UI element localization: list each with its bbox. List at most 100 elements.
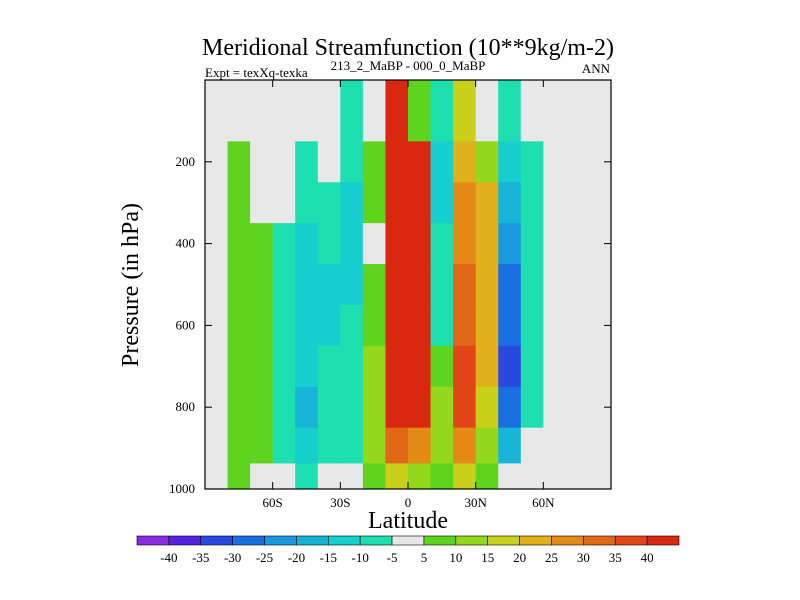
contour-cells [227, 80, 589, 490]
contour-cell [565, 141, 589, 183]
contour-cell [227, 141, 251, 183]
contour-cell [272, 264, 296, 306]
contour-cell [520, 141, 544, 183]
contour-cell [565, 345, 589, 388]
contour-cell [475, 264, 499, 306]
contour-cell [272, 386, 296, 429]
contour-cell [543, 463, 567, 490]
contour-cell [227, 386, 251, 429]
contour-cell [453, 80, 477, 142]
contour-cell [408, 182, 431, 224]
contour-cell [317, 80, 341, 142]
contour-cell [340, 223, 364, 265]
contour-cell [317, 386, 341, 429]
colorbar-swatch [136, 535, 170, 546]
contour-cell [295, 463, 319, 490]
contour-cell [317, 141, 341, 183]
colorbar-label: -35 [192, 550, 209, 565]
contour-cell [543, 182, 567, 224]
contour-cell [250, 141, 274, 183]
colorbar-label: -20 [288, 550, 305, 565]
contour-cell [565, 264, 589, 306]
contour-cell [475, 463, 499, 490]
contour-cell [475, 386, 499, 429]
contour-cell [498, 141, 522, 183]
contour-cell [453, 264, 477, 306]
colorbar-swatch [200, 535, 233, 546]
contour-cell [250, 264, 274, 306]
contour-cell [317, 304, 341, 347]
contour-cell [453, 141, 477, 183]
contour-cell [453, 223, 477, 265]
colorbar-labels: -40 -35 -30 -25 -20 -15 -10 -5 5 10 15 20 25 30 35 40 [160, 550, 653, 565]
contour-cell [385, 345, 409, 388]
contour-cell [475, 223, 499, 265]
contour-cell [295, 264, 319, 306]
contour-cell [498, 304, 522, 347]
colorbar-swatch [455, 535, 489, 546]
contour-cell [317, 427, 341, 464]
contour-cell [340, 386, 364, 429]
contour-cell [453, 427, 477, 464]
contour-cell [227, 182, 251, 224]
colorbar-label: -15 [320, 550, 337, 565]
contour-cell [227, 80, 251, 142]
colorbar-label: -40 [160, 550, 177, 565]
contour-cell [362, 345, 386, 388]
contour-cell [227, 264, 251, 306]
contour-cell [520, 182, 544, 224]
contour-cell [362, 463, 386, 490]
colorbar-swatch [519, 535, 552, 546]
contour-cell [385, 427, 409, 464]
contour-cell [272, 141, 296, 183]
contour-cell [362, 264, 386, 306]
contour-cell [543, 223, 567, 265]
contour-cell [362, 182, 386, 224]
contour-cell [295, 304, 319, 347]
contour-cell [340, 141, 364, 183]
contour-cell [385, 182, 409, 224]
contour-cell [475, 182, 499, 224]
contour-cell [408, 141, 431, 183]
contour-cell [227, 427, 251, 464]
x-tick-label: 60S [263, 495, 283, 510]
contour-cell [227, 304, 251, 347]
contour-cell [543, 264, 567, 306]
contour-cell [317, 223, 341, 265]
contour-cell [295, 223, 319, 265]
contour-cell [430, 80, 454, 142]
colorbar-label: -10 [352, 550, 369, 565]
contour-cell [520, 80, 544, 142]
colorbar-label: -30 [224, 550, 241, 565]
contour-cell [272, 304, 296, 347]
x-axis-label: Latitude [368, 508, 448, 534]
contour-cell [430, 463, 454, 490]
contour-cell [565, 427, 589, 464]
contour-cell [520, 386, 544, 429]
x-tick-label: 60N [532, 495, 555, 510]
contour-cell [498, 264, 522, 306]
contour-cell [317, 264, 341, 306]
contour-cell [453, 463, 477, 490]
contour-cell [498, 345, 522, 388]
x-tick-label: 30S [330, 495, 350, 510]
colorbar-swatch [614, 535, 648, 546]
colorbar-label: 20 [513, 550, 526, 565]
contour-cell [453, 386, 477, 429]
y-tick-label: 600 [176, 317, 196, 332]
contour-cell [453, 182, 477, 224]
contour-cell [408, 427, 431, 464]
contour-cell [408, 264, 431, 306]
contour-cell [250, 345, 274, 388]
contour-cell [250, 463, 274, 490]
contour-cell [565, 80, 589, 142]
contour-cell [408, 345, 431, 388]
contour-cell [340, 182, 364, 224]
contour-cell [227, 345, 251, 388]
colorbar-swatch [296, 535, 329, 546]
contour-cell [453, 345, 477, 388]
y-axis-label: Pressure (in hPa) [118, 203, 144, 367]
x-axis-ticks: 60S 30S 0 30N 60N [263, 80, 555, 510]
contour-cell [408, 80, 431, 142]
